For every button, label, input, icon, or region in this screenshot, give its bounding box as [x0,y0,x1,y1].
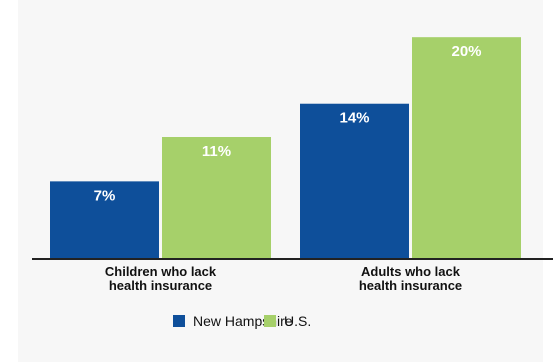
bar-u-s--0 [162,137,271,259]
bars-group: 7% 11% 14% 20% [50,37,521,260]
category-label-line: health insurance [359,278,462,293]
bar-new-hampshire-0 [50,181,159,259]
bar-value-label: 11% [202,143,231,160]
category-label-line: Adults who lack [361,264,461,279]
legend-label: New Hampshire [193,313,293,329]
bar-new-hampshire-1 [300,103,409,260]
legend-label: U.S. [284,313,311,329]
bar-value-label: 14% [339,110,369,127]
category-label-line: Children who lack [105,264,217,279]
bar-u-s--1 [412,37,521,259]
category-label-line: health insurance [109,278,212,293]
bar-value-label: 20% [451,43,481,60]
bar-value-label: 7% [94,187,116,204]
legend-swatch [173,315,185,327]
legend-swatch [264,315,276,327]
